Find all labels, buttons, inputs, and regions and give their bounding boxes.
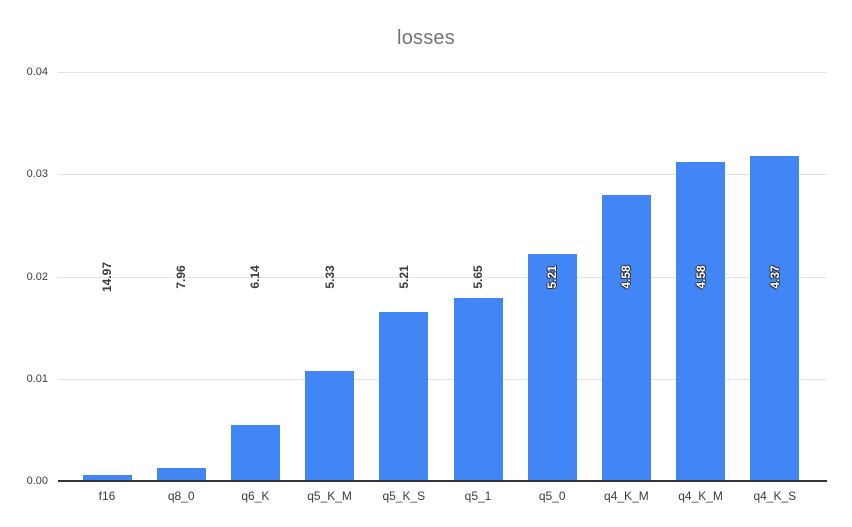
x-tick-label: q4_K_S xyxy=(753,489,797,503)
x-tick-label: q5_1 xyxy=(464,489,492,503)
bar-annotation: 6.14 xyxy=(248,265,263,289)
chart-title: losses xyxy=(397,27,455,49)
bar-q5_K_S[interactable] xyxy=(379,312,429,481)
bar-annotation: 5.21 xyxy=(396,265,411,289)
gridline xyxy=(58,378,827,380)
x-tick-label: q4_K_M xyxy=(678,489,723,503)
x-tick-label: q8_0 xyxy=(167,489,195,503)
x-tick-label: q5_0 xyxy=(538,489,566,503)
bar-q6_K[interactable] xyxy=(230,425,280,481)
x-tick-label: q4_K_M xyxy=(604,489,649,503)
bar-q4_K_M[interactable] xyxy=(601,195,651,481)
bar-f16[interactable] xyxy=(82,475,132,481)
gridline xyxy=(58,174,827,176)
y-tick-label: 0.04 xyxy=(26,66,48,78)
bar-annotation: 14.97 xyxy=(100,261,114,293)
y-tick-label: 0.03 xyxy=(26,168,48,181)
bar-annotation: 4.58 xyxy=(693,265,708,289)
bar-annotation: 7.96 xyxy=(174,265,189,289)
x-tick-label: q6_K xyxy=(241,489,270,503)
bar-q4_K_S[interactable] xyxy=(750,156,800,481)
bar-annotation: 4.58 xyxy=(619,265,634,289)
y-tick-label: 0.02 xyxy=(26,270,48,283)
x-axis-baseline xyxy=(58,480,827,482)
bar-annotation: 5.33 xyxy=(322,265,337,289)
bar-q4_K_M[interactable] xyxy=(676,162,726,481)
bar-annotation: 4.37 xyxy=(767,265,782,289)
gridline xyxy=(58,72,827,73)
y-tick-label: 0.00 xyxy=(26,475,48,487)
bar-q8_0[interactable] xyxy=(156,468,206,481)
x-tick-label: q5_K_M xyxy=(307,489,352,503)
y-tick-label: 0.01 xyxy=(26,372,48,385)
x-tick-label: q5_K_S xyxy=(382,489,426,503)
bar-annotation: 5.21 xyxy=(545,265,560,289)
bar-annotation: 5.65 xyxy=(471,265,485,289)
gridline xyxy=(58,276,827,278)
bar-q5_1[interactable] xyxy=(453,298,503,481)
x-tick-label: f16 xyxy=(98,489,116,503)
bar-q5_0[interactable] xyxy=(527,254,577,481)
bar-q5_K_M[interactable] xyxy=(305,371,355,481)
